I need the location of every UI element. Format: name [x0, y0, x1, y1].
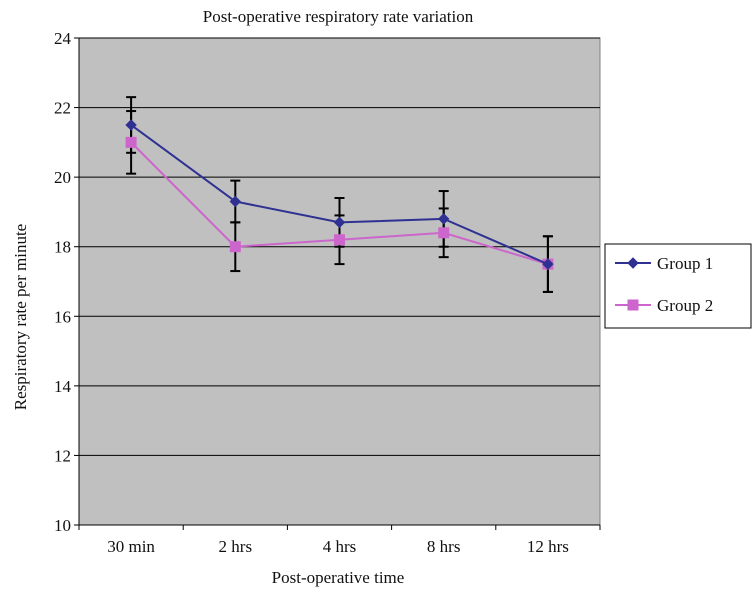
data-point-group-2	[334, 234, 345, 246]
data-point-group-1	[437, 213, 450, 225]
x-tick-label: 2 hrs	[219, 537, 253, 556]
plot-background	[78, 37, 601, 526]
data-point-group-2	[438, 227, 450, 239]
y-tick-label: 18	[54, 238, 71, 257]
y-tick-label: 20	[54, 168, 71, 187]
y-axis-label: Respiratory rate per minute	[11, 224, 30, 410]
legend-label-group-2: Group 2	[657, 296, 713, 315]
legend-label-group-1: Group 1	[657, 254, 713, 273]
y-tick-label: 14	[54, 377, 72, 396]
y-tick-label: 22	[54, 99, 71, 118]
x-tick-label: 12 hrs	[527, 537, 569, 556]
data-point-group-1	[542, 258, 554, 270]
x-tick-label: 30 min	[107, 537, 155, 556]
x-tick-label: 8 hrs	[427, 537, 461, 556]
y-tick-label: 10	[54, 516, 71, 535]
data-point-group-1	[333, 216, 346, 229]
x-axis-label: Post-operative time	[272, 568, 405, 587]
data-point-group-2	[229, 241, 241, 253]
y-tick-label: 16	[54, 307, 71, 326]
legend-box	[604, 243, 752, 329]
y-tick-label: 12	[54, 446, 71, 465]
legend-marker-group-2	[627, 299, 639, 311]
x-tick-label: 4 hrs	[323, 537, 357, 556]
data-point-group-2	[125, 136, 137, 148]
chart-title: Post-operative respiratory rate variatio…	[203, 7, 474, 26]
legend-marker-group-1	[627, 257, 639, 269]
plot-area: 10 12 14 16 18 20 22 24 30 min 2 hrs 4 hrs 8 hrs 12 …	[54, 29, 601, 556]
y-tick-label: 24	[54, 29, 72, 48]
data-point-group-1	[229, 195, 242, 208]
legend: Group 1 Group 2	[604, 243, 752, 329]
data-point-group-1	[125, 119, 137, 131]
